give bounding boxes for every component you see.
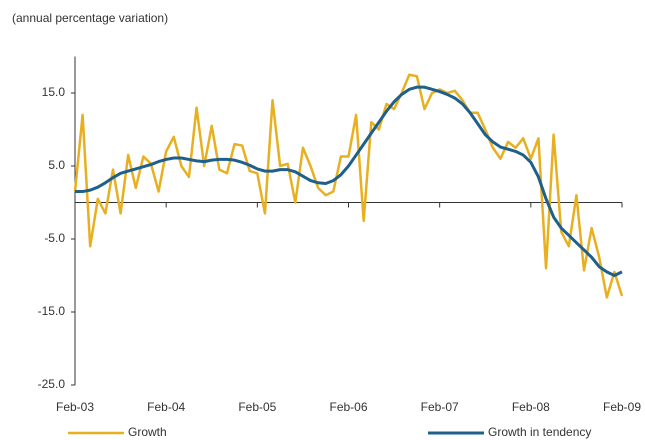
y-tick-label: -5.0 [44,231,65,245]
x-tick-label: Feb-05 [238,400,276,414]
legend-label: Growth [128,425,167,439]
x-tick-label: Feb-07 [421,400,459,414]
y-tick-label: 15.0 [42,85,66,99]
chart-subtitle: (annual percentage variation) [12,11,168,25]
series-line [75,85,623,277]
y-tick-label: -25.0 [38,377,66,391]
x-tick-label: Feb-04 [147,400,185,414]
y-tick-label: 5.0 [48,158,65,172]
x-tick-label: Feb-09 [603,400,641,414]
y-tick-label: -15.0 [38,304,66,318]
x-tick-label: Feb-06 [329,400,367,414]
legend-label: Growth in tendency [488,425,591,439]
series-line [73,73,624,299]
x-tick-label: Feb-03 [56,400,94,414]
x-tick-label: Feb-08 [512,400,550,414]
